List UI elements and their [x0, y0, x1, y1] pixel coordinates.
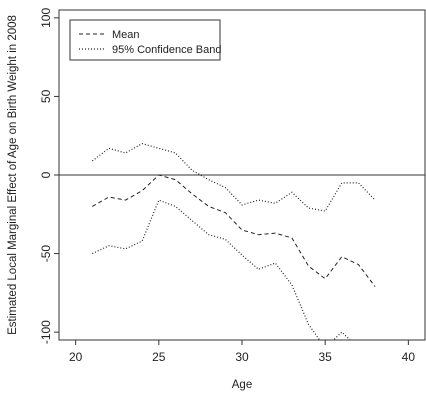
x-tick-label: 20 [69, 350, 83, 364]
mean-line [92, 174, 376, 287]
legend-box [69, 19, 221, 61]
x-tick-label: 30 [235, 350, 249, 364]
y-axis-title: Estimated Local Marginal Effect of Age o… [7, 15, 19, 335]
x-tick-label: 25 [152, 350, 166, 364]
legend-mean-label: Mean [112, 29, 140, 41]
legend: Mean 95% Confidence Band [69, 19, 221, 61]
series-layer [91, 142, 376, 340]
x-axis: 20 25 30 35 40 [69, 340, 415, 364]
y-tick-label: -100 [39, 320, 53, 344]
y-tick-label: 0 [39, 171, 53, 178]
y-axis: -100 -50 0 50 100 [39, 8, 59, 344]
legend-band-label: 95% Confidence Band [112, 44, 221, 56]
confidence-band-lower-line [92, 199, 352, 340]
y-tick-label: 50 [39, 89, 53, 103]
x-tick-label: 40 [402, 350, 416, 364]
y-tick-label: -50 [39, 245, 53, 263]
y-tick-label: 100 [39, 8, 53, 28]
x-tick-label: 35 [319, 350, 333, 364]
confidence-band-upper-line [91, 142, 376, 212]
x-axis-title: Age [232, 379, 252, 391]
